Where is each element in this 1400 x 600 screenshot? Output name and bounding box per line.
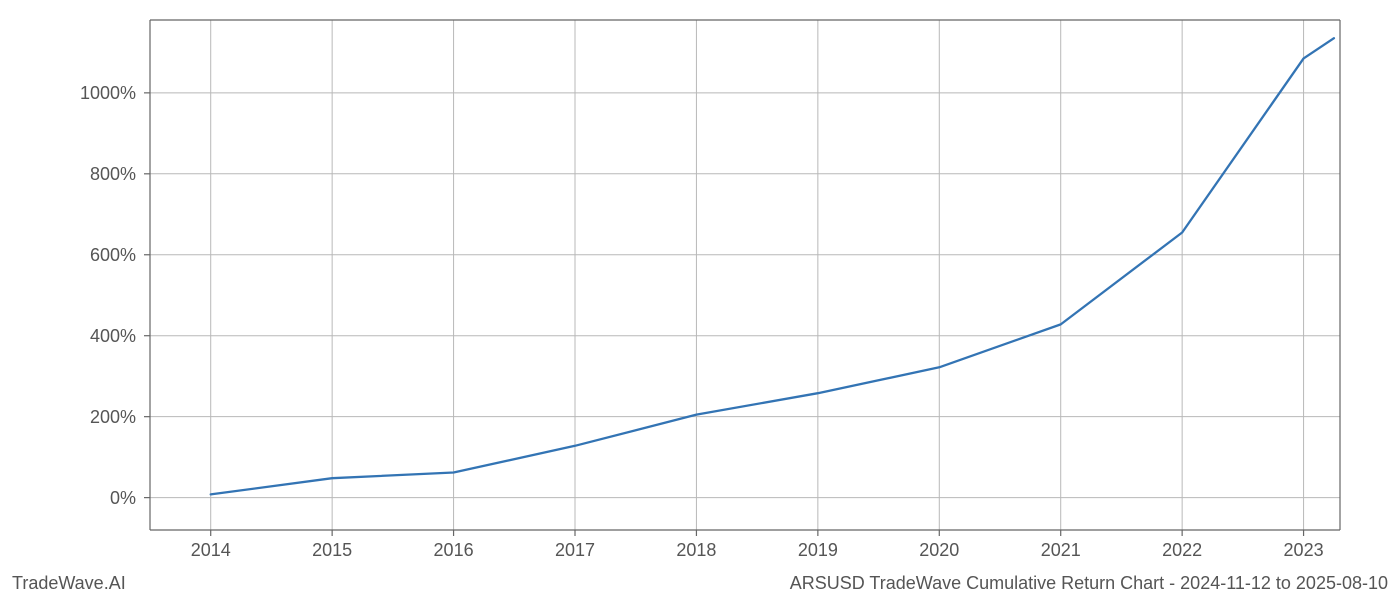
svg-text:2022: 2022 (1162, 540, 1202, 560)
svg-text:600%: 600% (90, 245, 136, 265)
svg-text:2016: 2016 (434, 540, 474, 560)
svg-text:2019: 2019 (798, 540, 838, 560)
svg-text:2018: 2018 (676, 540, 716, 560)
svg-text:0%: 0% (110, 488, 136, 508)
footer-left: TradeWave.AI (12, 573, 126, 594)
svg-text:2023: 2023 (1284, 540, 1324, 560)
svg-text:800%: 800% (90, 164, 136, 184)
chart-container: 2014 2015 2016 2017 2018 2019 2020 2021 2022 2023… (0, 0, 1400, 600)
svg-text:2017: 2017 (555, 540, 595, 560)
footer-right: ARSUSD TradeWave Cumulative Return Chart… (790, 573, 1388, 594)
svg-text:2014: 2014 (191, 540, 231, 560)
svg-text:2015: 2015 (312, 540, 352, 560)
svg-text:200%: 200% (90, 407, 136, 427)
svg-text:1000%: 1000% (80, 83, 136, 103)
svg-text:2020: 2020 (919, 540, 959, 560)
svg-text:2021: 2021 (1041, 540, 1081, 560)
svg-text:400%: 400% (90, 326, 136, 346)
line-chart: 2014 2015 2016 2017 2018 2019 2020 2021 2022 2023… (0, 0, 1400, 600)
